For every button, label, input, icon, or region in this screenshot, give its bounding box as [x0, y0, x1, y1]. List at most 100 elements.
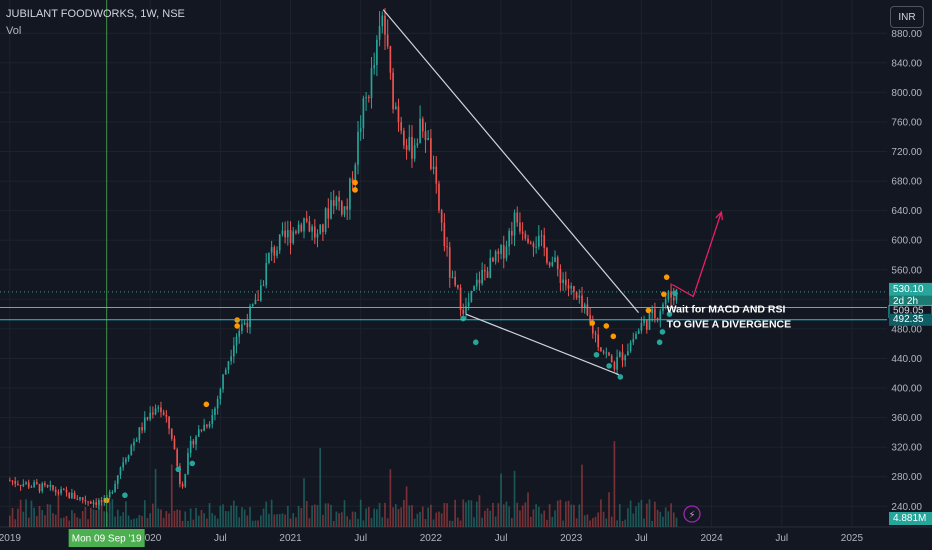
candle-body	[546, 248, 548, 263]
volume-bar	[300, 508, 303, 527]
candle-body	[370, 68, 373, 99]
x-tick-label: 2020	[139, 533, 162, 544]
volume-bar	[567, 500, 570, 527]
volume-bar	[403, 499, 405, 527]
candle-body	[613, 362, 616, 370]
signal-dot	[672, 290, 678, 297]
volume-bar	[408, 505, 411, 527]
candle-body	[130, 445, 133, 456]
volume-bar	[257, 520, 259, 527]
candle-body	[327, 208, 330, 219]
candle-body	[238, 331, 241, 337]
candle-body	[111, 491, 114, 493]
volume-bar	[165, 511, 168, 527]
candle-body	[219, 389, 222, 399]
candle-body	[475, 279, 478, 287]
price-axis[interactable]: 240.00 280.00 320.00 360.00 400.00 440.00 480.…	[891, 29, 922, 513]
candle-body	[49, 485, 52, 487]
volume-bar	[125, 501, 127, 527]
volume-bar	[149, 513, 152, 527]
volume-bar	[540, 513, 543, 527]
candle-body	[8, 480, 11, 482]
volume-bar	[200, 510, 203, 527]
candle-body	[467, 302, 470, 307]
y-tick-label: 760.00	[891, 117, 922, 128]
candle-body	[346, 206, 349, 210]
volume-bar	[394, 504, 397, 527]
candle-body	[624, 355, 627, 361]
volume-value-label: 4.881M	[893, 513, 926, 524]
y-tick-label: 360.00	[891, 413, 922, 424]
candle-body	[648, 313, 651, 330]
candle-body	[211, 415, 214, 424]
y-tick-label: 280.00	[891, 472, 922, 483]
candle-body	[651, 308, 654, 314]
volume-bar	[22, 511, 25, 527]
volume-bar	[435, 512, 438, 527]
signal-dot	[122, 492, 128, 499]
volume-bar	[338, 513, 340, 527]
candle-body	[540, 235, 543, 237]
volume-bar	[637, 502, 640, 527]
candle-body	[405, 145, 408, 150]
crosshair-date-label: Mon 09 Sep '19	[72, 534, 142, 545]
symbol-title: JUBILANT FOODWORKS, 1W, NSE	[6, 8, 185, 20]
volume-bar	[100, 500, 103, 527]
candle-body	[286, 230, 289, 238]
volume-bar	[551, 517, 554, 527]
volume-bar	[19, 499, 22, 527]
candle-body	[532, 243, 535, 248]
volume-bar	[330, 504, 332, 527]
candle-body	[367, 96, 370, 99]
y-tick-label: 560.00	[891, 265, 922, 276]
candle-body	[462, 309, 465, 315]
candle-body	[143, 417, 146, 431]
level-1-label: 509.05	[893, 305, 924, 316]
candle-body	[492, 257, 494, 262]
volume-bar	[130, 519, 133, 527]
volume-bar	[262, 508, 265, 527]
volume-bar	[384, 502, 386, 527]
time-axis[interactable]: 2019 2020 Jul 2021 Jul 2022 Jul 2023 Jul 2024 Jul 2…	[0, 533, 863, 544]
y-tick-label: 240.00	[891, 502, 922, 513]
volume-bar	[233, 500, 235, 527]
currency-button[interactable]: INR	[890, 6, 924, 28]
signal-dot	[656, 339, 663, 346]
candle-body	[133, 441, 135, 446]
y-tick-label: 880.00	[891, 29, 922, 40]
volume-bar	[251, 520, 254, 527]
volume-bar	[570, 504, 573, 527]
volume-bar	[591, 518, 594, 527]
candle-body	[17, 483, 19, 485]
candle-body	[227, 361, 230, 370]
signal-dot	[352, 187, 358, 193]
candle-body	[621, 352, 624, 361]
volume-bar	[238, 517, 241, 527]
volume-bar	[462, 499, 465, 527]
volume-bar	[343, 500, 346, 527]
volume-bar	[489, 510, 492, 527]
candle-body	[365, 96, 367, 99]
candle-body	[149, 412, 152, 420]
candle-body	[635, 333, 637, 339]
candle-body	[605, 352, 608, 354]
candle-body	[548, 262, 551, 266]
volume-bar	[241, 507, 243, 527]
candle-body	[403, 130, 405, 146]
volume-indicator-label[interactable]: Vol	[6, 25, 22, 37]
volume-bar	[54, 514, 57, 527]
candle-body	[564, 279, 567, 286]
projection-arrow	[671, 211, 723, 298]
candle-body	[235, 336, 238, 346]
volume-bar	[8, 515, 11, 527]
y-tick-label: 800.00	[891, 88, 922, 99]
candle-body	[81, 497, 84, 500]
candle-body	[430, 138, 432, 169]
candle-body	[127, 455, 130, 459]
volume-bar	[316, 505, 319, 527]
volume-bar	[278, 514, 281, 527]
volume-bar	[284, 514, 286, 527]
candle-body	[246, 322, 249, 328]
candle-body	[289, 230, 292, 244]
